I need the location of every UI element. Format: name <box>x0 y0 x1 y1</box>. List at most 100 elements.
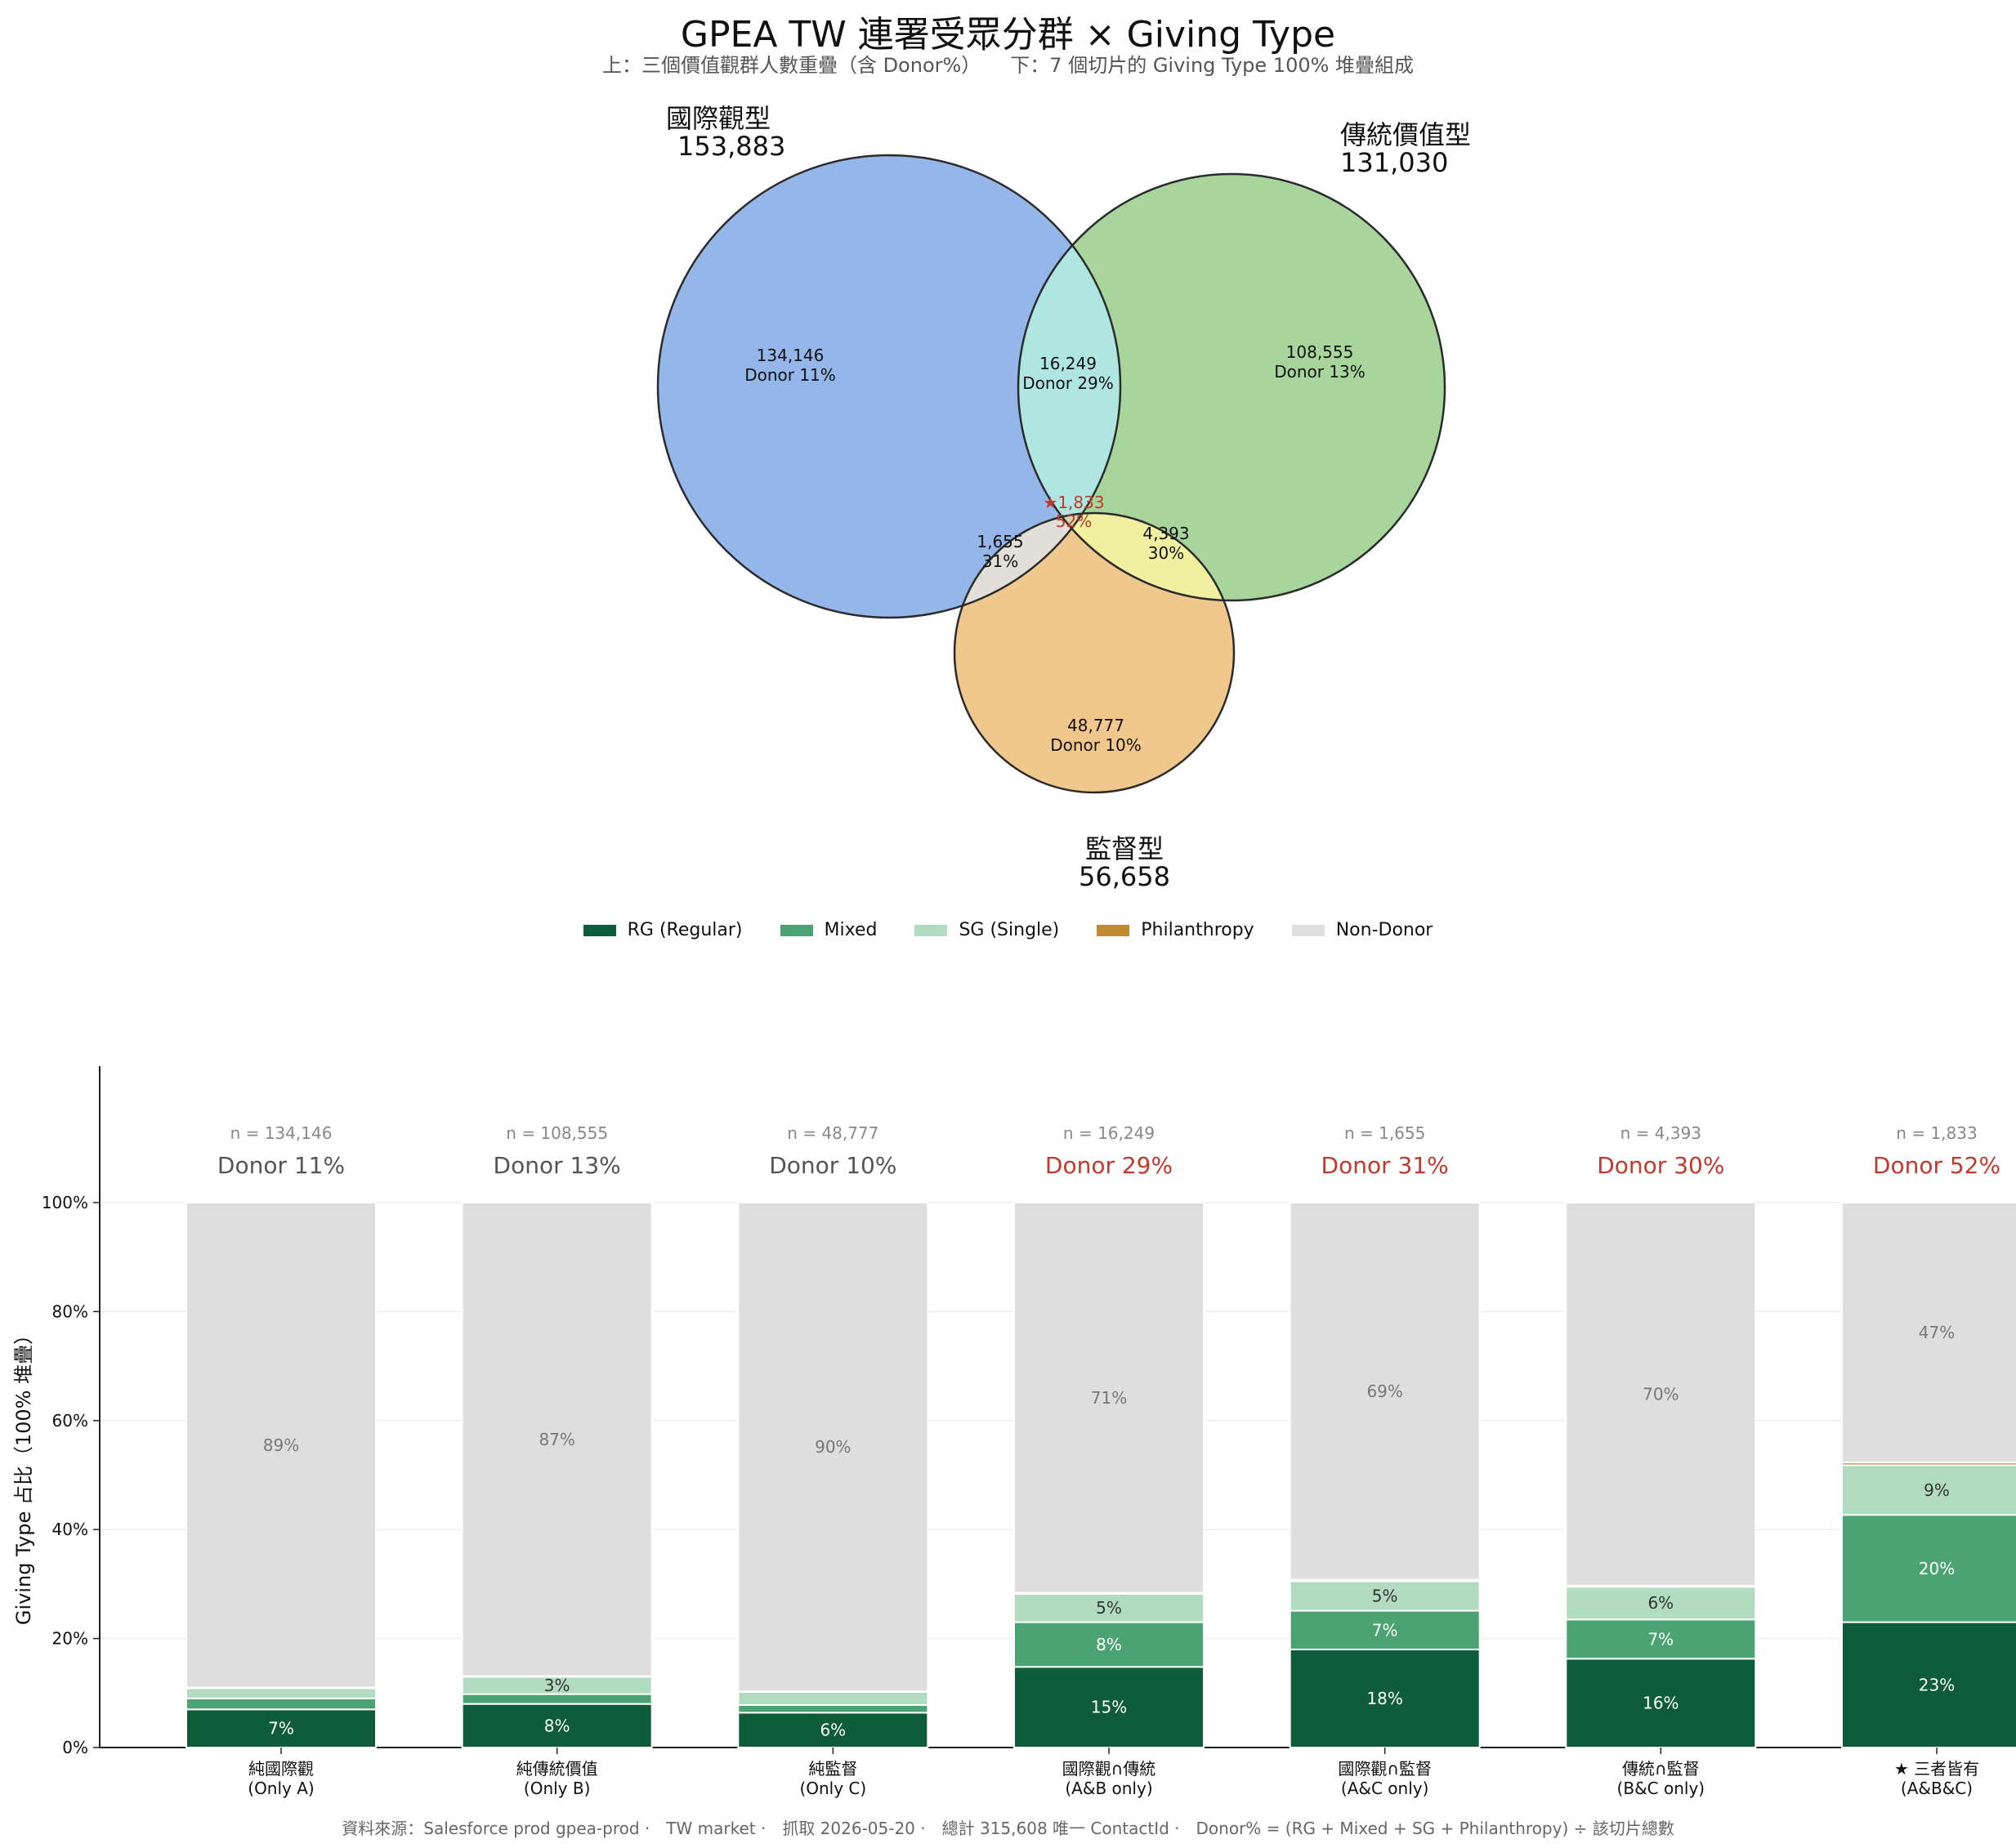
legend-label-mixed: Mixed <box>824 920 878 940</box>
chart-subtitle: 上：三個價值觀群人數重疊（含 Donor%） 下：7 個切片的 Giving T… <box>601 54 1415 77</box>
venn-outline-a <box>656 154 1122 619</box>
chart-legend: RG (Regular) Mixed SG (Single) Philanthr… <box>0 920 2016 940</box>
bar-value-label: 23% <box>1919 1675 1955 1694</box>
bar-value-label: 69% <box>1366 1382 1402 1401</box>
bar-donor-label: Donor 10% <box>769 1152 896 1179</box>
bar-segment <box>737 1712 929 1749</box>
bar-donor-label: Donor 31% <box>1321 1152 1449 1179</box>
x-tick-label: ★ 三者皆有 <box>1894 1759 1979 1779</box>
bar-value-label: 3% <box>544 1676 570 1695</box>
region-a-donor: Donor 11% <box>744 365 836 385</box>
bar-n-label: n = 108,555 <box>506 1123 608 1143</box>
bar-value-label: 5% <box>1096 1598 1122 1618</box>
bar-value-label: 7% <box>1647 1629 1674 1649</box>
bar-value-label: 90% <box>815 1437 851 1457</box>
x-tick-label: 純傳統價值 <box>516 1759 598 1779</box>
bar-n-label: n = 16,249 <box>1063 1123 1155 1143</box>
legend-swatch-rg <box>583 924 616 936</box>
bar-value-label: 20% <box>1919 1559 1955 1578</box>
bar-segment <box>737 1202 929 1693</box>
venn-outline-b <box>1017 172 1446 602</box>
bar-n-label: n = 134,146 <box>230 1123 333 1143</box>
bar-value-label: 15% <box>1091 1698 1127 1717</box>
y-tick-label: 40% <box>52 1520 88 1539</box>
legend-item-nondonor: Non-Donor <box>1291 920 1433 940</box>
region-bc-donor: 30% <box>1148 543 1184 563</box>
bar-segment <box>737 1703 929 1714</box>
legend-label-rg: RG (Regular) <box>627 920 743 940</box>
legend-item-philanthropy: Philanthropy <box>1097 920 1254 940</box>
region-ac-donor: 31% <box>982 551 1018 571</box>
x-tick-sublabel: (Only B) <box>524 1779 591 1798</box>
set-c-count: 56,658 <box>1079 861 1170 892</box>
bar-segment <box>186 1202 377 1689</box>
bar-segment <box>186 1697 377 1711</box>
bar-segment <box>1289 1202 1481 1581</box>
x-tick-sublabel: (Only A) <box>248 1779 314 1798</box>
legend-swatch-philanthropy <box>1097 924 1130 936</box>
y-axis-label: Giving Type 占比（100% 堆疊） <box>12 1325 35 1625</box>
bar-n-label: n = 1,655 <box>1344 1123 1425 1143</box>
legend-swatch-nondonor <box>1291 924 1325 936</box>
x-tick-sublabel: (B&C only) <box>1617 1779 1705 1798</box>
bar-segment <box>461 1202 653 1677</box>
bar-segment <box>1565 1586 1757 1621</box>
region-ab-donor: Donor 29% <box>1022 373 1114 393</box>
bar-value-label: 7% <box>1372 1620 1398 1640</box>
bar-segment <box>1565 1658 1757 1749</box>
region-abc-donor: 52% <box>1056 511 1092 531</box>
legend-item-sg: SG (Single) <box>914 920 1059 940</box>
y-tick-label: 80% <box>52 1301 88 1321</box>
bar-segment <box>1841 1464 2016 1516</box>
set-c-name: 監督型 <box>1084 833 1164 864</box>
set-b-name: 傳統價值型 <box>1340 119 1472 150</box>
bar-segment <box>186 1687 377 1699</box>
bar-value-label: 9% <box>1924 1480 1950 1500</box>
bar-n-label: n = 48,777 <box>787 1123 878 1143</box>
region-b-count: 108,555 <box>1286 342 1354 362</box>
bar-segment <box>1841 1202 2016 1464</box>
bar-value-label: 16% <box>1643 1694 1679 1713</box>
legend-label-philanthropy: Philanthropy <box>1141 920 1254 940</box>
set-label-b: 傳統價值型 131,030 <box>1340 121 1471 176</box>
bar-value-label: 8% <box>1096 1635 1122 1654</box>
bar-segment <box>1013 1202 1205 1594</box>
y-tick-label: 0% <box>62 1738 88 1757</box>
x-tick-label: 國際觀∩傳統 <box>1062 1759 1156 1779</box>
bar-value-label: 87% <box>539 1430 574 1449</box>
bar-segment <box>737 1690 929 1706</box>
legend-label-nondonor: Non-Donor <box>1335 920 1433 940</box>
venn-circle-a <box>658 155 1120 618</box>
bar-donor-label: Donor 52% <box>1873 1152 2000 1179</box>
bar-value-label: 18% <box>1366 1689 1402 1708</box>
bar-n-label: n = 1,833 <box>1896 1123 1977 1143</box>
bar-value-label: 70% <box>1643 1384 1679 1404</box>
y-tick-label: 100% <box>42 1193 88 1212</box>
x-tick-label: 傳統∩監督 <box>1622 1759 1700 1779</box>
y-tick-label: 20% <box>52 1629 88 1649</box>
bar-segment <box>1289 1609 1481 1650</box>
region-c-count: 48,777 <box>1067 716 1124 735</box>
legend-item-rg: RG (Regular) <box>583 920 743 940</box>
legend-swatch-mixed <box>780 924 813 936</box>
bar-value-label: 6% <box>1647 1593 1674 1613</box>
venn-diagram: 134,146 Donor 11% 108,555 Donor 13% 48,7… <box>656 154 1446 794</box>
bar-segment <box>1013 1592 1205 1623</box>
x-tick-sublabel: (Only C) <box>799 1779 866 1798</box>
region-bc-count: 4,393 <box>1142 524 1189 543</box>
chart-title: GPEA TW 連署受眾分群 × Giving Type <box>680 14 1336 56</box>
set-b-count: 131,030 <box>1340 147 1449 178</box>
set-label-a: 國際觀型 153,883 <box>666 105 785 160</box>
venn-circle-b <box>1018 174 1445 600</box>
x-tick-label: 純監督 <box>808 1759 857 1779</box>
venn-outline-c <box>953 511 1236 794</box>
bar-value-label: 6% <box>820 1721 846 1740</box>
bar-value-label: 8% <box>544 1716 570 1735</box>
x-tick-label: 純國際觀 <box>248 1759 314 1779</box>
bar-donor-label: Donor 13% <box>494 1152 621 1179</box>
bar-segment <box>1013 1666 1205 1749</box>
chart-footer: 資料來源：Salesforce prod gpea-prod · TW mark… <box>342 1819 1674 1838</box>
legend-item-mixed: Mixed <box>780 920 878 940</box>
bar-value-label: 7% <box>268 1719 294 1739</box>
